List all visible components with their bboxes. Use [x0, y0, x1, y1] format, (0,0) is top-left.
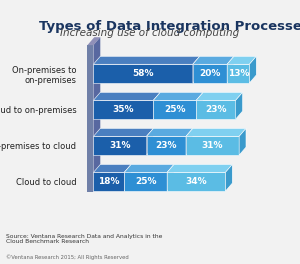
Text: 18%: 18%: [98, 177, 120, 186]
Text: 13%: 13%: [227, 69, 249, 78]
Text: 34%: 34%: [185, 177, 207, 186]
Polygon shape: [186, 128, 193, 155]
Polygon shape: [87, 37, 100, 45]
Text: ©Ventana Research 2015; All Rights Reserved: ©Ventana Research 2015; All Rights Reser…: [6, 255, 129, 260]
Bar: [167, 172, 225, 191]
Polygon shape: [239, 128, 246, 155]
Bar: [124, 172, 167, 191]
Polygon shape: [249, 56, 256, 83]
Text: 23%: 23%: [155, 141, 177, 150]
Title: Types of Data Integration Processes: Types of Data Integration Processes: [39, 20, 300, 33]
Text: 31%: 31%: [202, 141, 223, 150]
Text: 20%: 20%: [199, 69, 221, 78]
Text: 25%: 25%: [135, 177, 157, 186]
Polygon shape: [93, 92, 160, 100]
Bar: [93, 172, 124, 191]
Polygon shape: [167, 164, 174, 191]
Bar: [193, 64, 227, 83]
Text: Increasing use of cloud computing: Increasing use of cloud computing: [60, 28, 240, 38]
Bar: [87, 45, 93, 192]
Polygon shape: [124, 164, 174, 172]
Polygon shape: [93, 37, 100, 192]
Bar: [227, 64, 249, 83]
Polygon shape: [236, 92, 243, 119]
Bar: [93, 64, 193, 83]
Polygon shape: [153, 92, 160, 119]
Polygon shape: [93, 164, 131, 172]
Polygon shape: [93, 128, 153, 136]
Polygon shape: [193, 56, 234, 64]
Bar: [196, 100, 236, 119]
Bar: [186, 136, 239, 155]
Polygon shape: [124, 164, 131, 191]
Polygon shape: [196, 92, 243, 100]
Polygon shape: [196, 92, 203, 119]
Text: 31%: 31%: [109, 141, 131, 150]
Bar: [93, 100, 153, 119]
Text: 35%: 35%: [113, 105, 134, 114]
Polygon shape: [93, 56, 200, 64]
Polygon shape: [186, 128, 246, 136]
Polygon shape: [167, 164, 232, 172]
Polygon shape: [227, 56, 234, 83]
Polygon shape: [193, 56, 200, 83]
Polygon shape: [227, 56, 256, 64]
Text: 23%: 23%: [205, 105, 227, 114]
Bar: [147, 136, 186, 155]
Bar: [93, 136, 147, 155]
Polygon shape: [153, 92, 203, 100]
Text: 58%: 58%: [132, 69, 154, 78]
Text: Source: Ventana Research Data and Analytics in the
Cloud Benchmark Research: Source: Ventana Research Data and Analyt…: [6, 234, 162, 244]
Bar: [153, 100, 196, 119]
Polygon shape: [147, 128, 193, 136]
Text: 25%: 25%: [164, 105, 186, 114]
Polygon shape: [225, 164, 232, 191]
Polygon shape: [147, 128, 153, 155]
